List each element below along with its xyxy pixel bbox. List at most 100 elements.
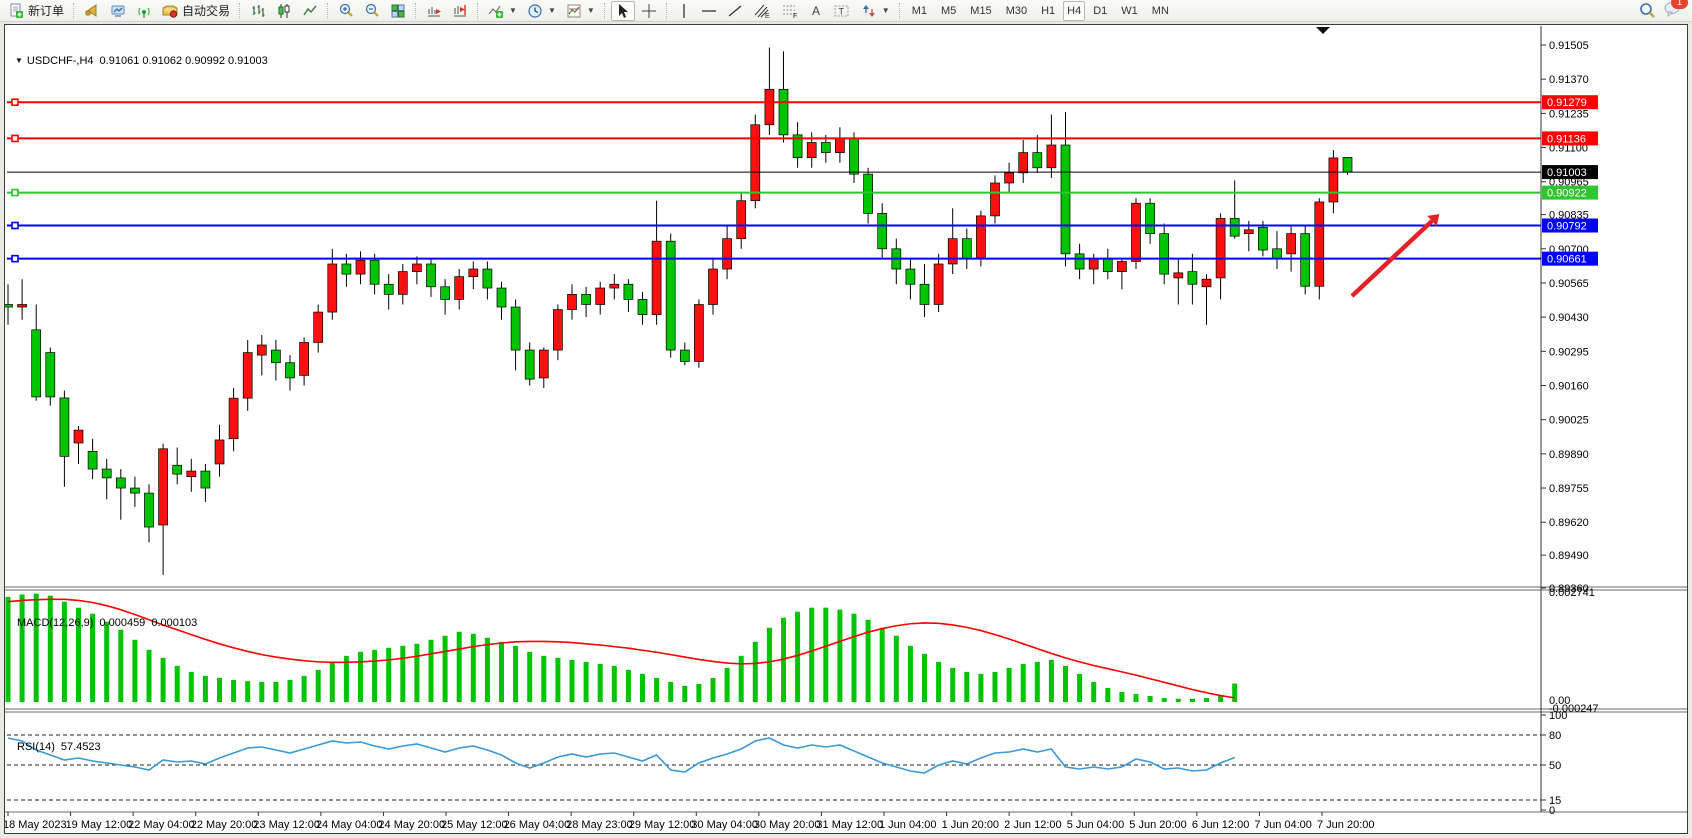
timeframe-mn[interactable]: MN <box>1151 4 1169 17</box>
macd-histogram-bar <box>76 607 81 702</box>
price-tag: 0.90792 <box>1542 218 1598 233</box>
zoom-in-button[interactable] <box>334 1 358 21</box>
macd-histogram-bar <box>964 671 970 702</box>
timeframe-w1[interactable]: W1 <box>1121 4 1138 17</box>
candle <box>482 268 493 289</box>
cursor-tool-button[interactable] <box>610 0 635 21</box>
trendline-tool[interactable] <box>723 1 747 21</box>
chart-dropdown-icon[interactable]: ▼ <box>15 56 23 65</box>
trendline-icon <box>728 5 742 16</box>
signal-button[interactable] <box>132 1 156 21</box>
horizontal-lines[interactable]: 0.91279 0.91136 0.91003 0.90922 0.90792 0.906… <box>7 95 1598 266</box>
line-chart-button[interactable] <box>298 1 322 21</box>
price-axis[interactable]: 0.915050.913700.912350.911000.909650.908… <box>1541 40 1589 595</box>
templates-button[interactable]: ▼ <box>562 1 599 21</box>
indicators-button[interactable]: ▼ <box>484 1 521 21</box>
text-label-tool[interactable]: T <box>829 1 855 21</box>
candle <box>835 138 845 153</box>
candle <box>961 238 972 260</box>
bar-chart-button[interactable] <box>246 1 270 21</box>
macd-histogram-bar <box>583 661 589 702</box>
text-tool[interactable]: A <box>805 1 827 21</box>
candle <box>1243 229 1254 234</box>
macd-histogram-bar <box>640 673 645 702</box>
tile-windows-button[interactable] <box>386 1 410 21</box>
timeframe-m30[interactable]: M30 <box>1005 4 1028 17</box>
candle <box>750 124 761 202</box>
editor-button[interactable] <box>106 1 130 21</box>
svg-text:0.91100: 0.91100 <box>1549 143 1588 155</box>
timeframe-h4[interactable]: H4 <box>1063 0 1086 21</box>
timeframe-m5[interactable]: M5 <box>941 4 957 17</box>
bar-chart-icon <box>252 4 265 17</box>
arrows-tool[interactable]: ▼ <box>857 1 894 21</box>
chart-canvas[interactable]: 0.915050.913700.912350.911000.909650.908… <box>5 25 1687 833</box>
candle <box>1117 261 1127 272</box>
toolbar-separator <box>415 2 417 19</box>
line-handle <box>11 98 19 107</box>
vertical-line-tool[interactable] <box>673 1 695 21</box>
new-order-button[interactable]: 新订单 <box>4 1 68 21</box>
candle <box>242 352 253 399</box>
horizontal-line-tool[interactable] <box>697 1 721 21</box>
macd-histogram-bar <box>710 677 716 702</box>
timeframe-d1[interactable]: D1 <box>1093 4 1108 17</box>
auto-scroll-icon <box>428 6 442 16</box>
horizontal-line-icon <box>701 9 716 12</box>
candle <box>1272 248 1282 260</box>
timeframe-h1[interactable]: H1 <box>1041 4 1056 17</box>
tile-windows-icon <box>391 4 405 17</box>
cursor-icon <box>618 3 628 18</box>
zoom-out-button[interactable] <box>360 1 384 21</box>
periods-button[interactable]: ▼ <box>523 1 560 21</box>
candle <box>383 283 394 295</box>
search-icon[interactable] <box>1639 2 1656 19</box>
candle <box>679 349 690 362</box>
auto-scroll-button[interactable] <box>422 1 446 21</box>
macd-histogram-bar <box>174 665 180 702</box>
macd-histogram-bar <box>513 645 519 702</box>
candle <box>214 439 225 465</box>
macd-histogram-bar <box>245 681 251 702</box>
shift-marker-icon[interactable] <box>1316 27 1330 34</box>
svg-text:0: 0 <box>1549 805 1555 817</box>
chart-shift-icon <box>454 4 467 16</box>
timeframe-m1[interactable]: M1 <box>911 4 927 17</box>
macd-histogram-bar <box>752 641 758 702</box>
fibonacci-tool[interactable]: F <box>777 1 803 21</box>
svg-text:0.90661: 0.90661 <box>1547 254 1587 266</box>
macd-histogram-bar <box>1147 695 1153 702</box>
candlestick-chart-icon <box>278 3 290 18</box>
autotrading-button[interactable]: 自动交易 <box>158 1 234 21</box>
macd-histogram-bar <box>400 645 406 702</box>
candlestick-chart-button[interactable] <box>272 1 296 21</box>
alerts-button[interactable] <box>80 1 104 21</box>
candle <box>1300 233 1311 287</box>
macd-main-value: 0.000459 <box>99 617 146 629</box>
macd-histogram-bar <box>1175 698 1181 702</box>
chart-shift-button[interactable] <box>448 1 472 21</box>
macd-histogram-bar <box>696 683 702 702</box>
candle <box>271 349 281 364</box>
time-label: 5 Jun 20:00 <box>1129 819 1187 831</box>
macd-histogram-bar <box>358 651 363 702</box>
candle <box>468 268 479 277</box>
rsi-indicator-label: RSI(14) 57.4523 <box>17 741 101 753</box>
candle <box>708 268 718 305</box>
timeframe-m15[interactable]: M15 <box>970 4 992 17</box>
candle <box>172 464 183 475</box>
candle <box>1102 258 1113 272</box>
time-label: 30 May 04:00 <box>691 819 758 831</box>
macd-histogram-bar <box>160 657 166 702</box>
candle <box>397 271 408 295</box>
macd-histogram-bar <box>893 635 899 702</box>
notifications-button[interactable]: 1 <box>1664 0 1688 20</box>
time-label: 25 May 12:00 <box>441 819 508 831</box>
chart-window[interactable]: ▼ USDCHF-,H4 0.91061 0.91062 0.90992 0.910… <box>4 24 1688 834</box>
trend-arrow[interactable] <box>1350 214 1440 298</box>
channel-tool[interactable]: E <box>749 1 775 21</box>
macd-histogram-bar <box>1105 687 1111 702</box>
crosshair-tool-button[interactable] <box>637 1 661 21</box>
zoom-in-icon <box>339 3 353 17</box>
